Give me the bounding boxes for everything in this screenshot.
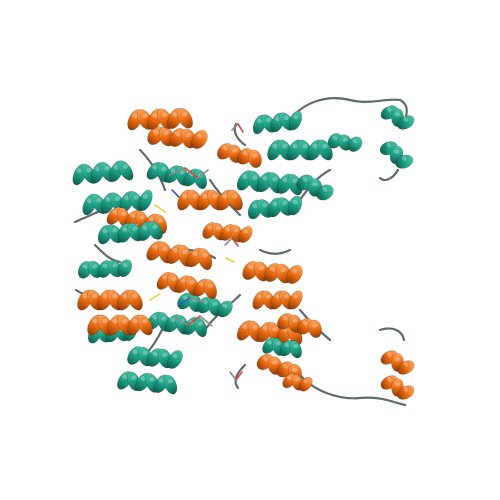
helix-segment: [267, 139, 333, 161]
helix-segment: [146, 240, 213, 271]
helix-segment: [277, 313, 322, 338]
coil-loop: [234, 363, 247, 390]
helix-segment: [217, 143, 262, 168]
coil-loop: [93, 243, 122, 264]
ligand-bond: [187, 315, 201, 326]
helix-segment: [247, 195, 303, 220]
helix-segment: [77, 289, 143, 311]
ligand-bond: [149, 293, 161, 301]
helix-segment: [379, 141, 414, 169]
coil-loop: [378, 168, 400, 181]
helix-segment: [177, 189, 243, 211]
helix-segment: [256, 353, 302, 383]
ligand-bond: [199, 315, 213, 327]
coil-loop: [298, 373, 407, 407]
helix-segment: [252, 290, 303, 310]
helix-segment: [146, 311, 208, 338]
ligand-bond: [184, 167, 199, 179]
helix-segment: [380, 105, 415, 130]
helix-segment: [146, 161, 208, 190]
helix-segment: [82, 189, 153, 216]
helix-segment: [177, 292, 233, 318]
helix-segment: [77, 259, 133, 279]
helices-front-layer: [72, 105, 415, 395]
helix-segment: [252, 110, 303, 135]
helix-segment: [202, 222, 253, 243]
helix-segment: [127, 346, 183, 369]
helix-segment: [242, 261, 303, 284]
helix-segment: [72, 160, 134, 186]
ligand-bond: [231, 237, 239, 247]
helix-segment: [282, 373, 313, 392]
ligand-bond: [169, 167, 186, 176]
coil-loop: [288, 97, 402, 122]
ligand-bond: [229, 371, 237, 381]
helix-segment: [147, 126, 208, 149]
ligand-bond: [237, 123, 244, 133]
coil-loop: [378, 327, 406, 342]
helix-segment: [156, 271, 218, 300]
coil-loop: [258, 248, 292, 255]
ligand-bond: [174, 317, 189, 326]
ligand-bond: [231, 123, 239, 131]
helix-segment: [262, 337, 302, 359]
helix-segment: [117, 371, 178, 395]
ligand-bond: [224, 237, 233, 246]
helix-segment: [380, 350, 415, 375]
ligand-bond: [225, 257, 235, 263]
helix-segment: [296, 174, 334, 201]
helices-back-layer: [77, 110, 415, 400]
ligand-bond: [154, 204, 166, 213]
helix-segment: [236, 170, 303, 196]
helix-segment: [380, 375, 415, 400]
ligand-bond: [235, 371, 243, 381]
ligand-bond: [189, 297, 205, 303]
helix-segment: [97, 221, 163, 245]
ligand-bond: [197, 169, 209, 179]
helix-segment: [127, 107, 193, 131]
ligand-bond: [177, 297, 191, 306]
helix-segment: [327, 133, 363, 152]
helix-segment: [87, 314, 153, 336]
